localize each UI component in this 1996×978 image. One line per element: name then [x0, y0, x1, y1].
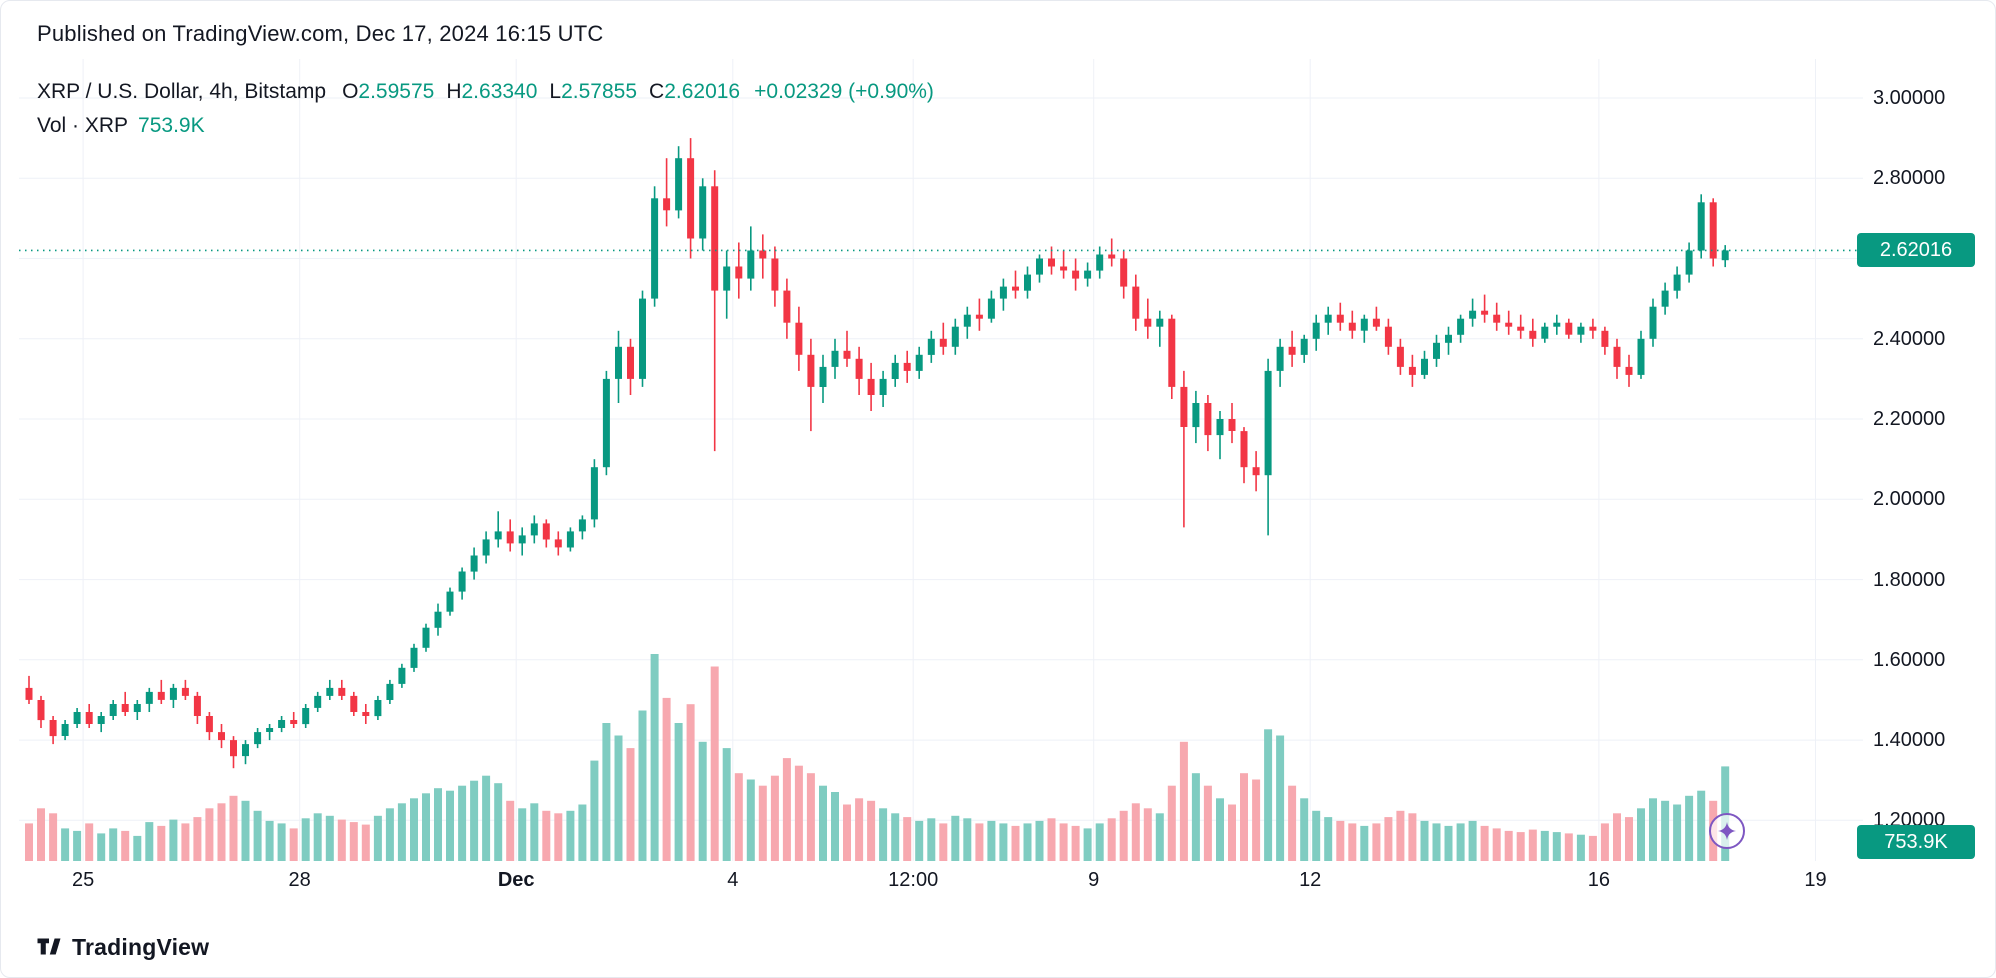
price-axis-label: 2.80000 — [1873, 167, 1946, 190]
volume-label: Vol · XRP — [37, 114, 129, 137]
ohlc-high: H2.63340 — [446, 80, 538, 103]
last-price-badge: 2.62016 — [1857, 233, 1975, 268]
ohlc-open: O2.59575 — [342, 80, 435, 103]
price-axis-label: 1.60000 — [1873, 648, 1946, 671]
tradingview-wordmark: TradingView — [72, 933, 210, 960]
ohlc-low: L2.57855 — [549, 80, 638, 103]
symbol-row: XRP / U.S. Dollar, 4h, Bitstamp O2.59575 H… — [37, 75, 934, 109]
time-axis-label: 28 — [288, 869, 311, 891]
time-axis: 25 28 Dec 4 12:00 9 12 16 19 — [1, 869, 1995, 899]
volume-row: Vol · XRP 753.9K — [37, 109, 934, 143]
time-axis-label: 12 — [1299, 869, 1322, 891]
price-axis-label: 1.80000 — [1873, 568, 1946, 591]
vertical-gridlines — [82, 59, 1816, 861]
candles — [25, 138, 1729, 769]
price-axis: 3.00000 2.80000 2.40000 2.20000 2.00000 1.800… — [1873, 1, 1995, 977]
tradingview-logo[interactable]: TradingView — [35, 933, 209, 961]
price-change: +0.02329 (+0.90%) — [754, 80, 934, 103]
symbol-title: XRP / U.S. Dollar, 4h, Bitstamp — [37, 80, 327, 103]
tradingview-logo-icon — [37, 938, 61, 955]
time-axis-label: 16 — [1587, 869, 1611, 891]
ohlc-close: C2.62016 — [649, 80, 741, 103]
time-axis-label: 19 — [1804, 869, 1827, 891]
volume-badge: 753.9K — [1857, 825, 1975, 859]
volume-bars — [25, 654, 1730, 861]
time-axis-label: 12:00 — [888, 869, 939, 891]
sparkle-marker-icon — [1709, 813, 1745, 849]
chart-legend: XRP / U.S. Dollar, 4h, Bitstamp O2.59575 H… — [37, 75, 934, 143]
price-axis-label: 2.20000 — [1873, 408, 1946, 431]
four-point-sparkle-icon — [1718, 822, 1736, 840]
time-axis-label: 4 — [727, 869, 739, 891]
time-axis-label: 9 — [1088, 869, 1100, 891]
horizontal-gridlines — [19, 97, 1863, 821]
price-axis-label: 2.00000 — [1873, 488, 1946, 511]
footer: TradingView — [35, 927, 209, 967]
published-caption: Published on TradingView.com, Dec 17, 20… — [37, 21, 604, 46]
time-axis-label: 25 — [72, 869, 95, 891]
time-axis-label: Dec — [497, 869, 535, 891]
volume-value: 753.9K — [138, 114, 205, 137]
price-axis-label: 1.40000 — [1873, 729, 1946, 752]
price-axis-label: 3.00000 — [1873, 87, 1946, 109]
price-axis-label: 2.40000 — [1873, 327, 1946, 350]
